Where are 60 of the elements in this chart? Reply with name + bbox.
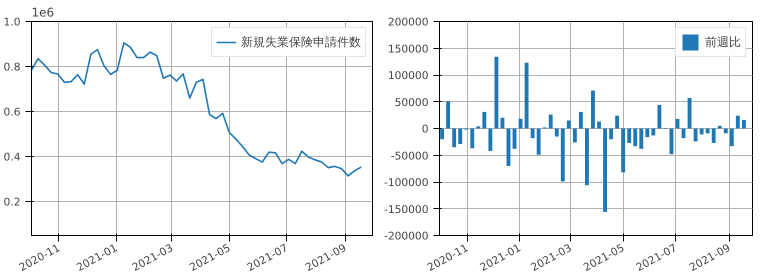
- bar: [524, 62, 529, 128]
- bar: [500, 118, 504, 128]
- bar: [566, 120, 571, 128]
- bar: [591, 90, 595, 128]
- bar: [597, 122, 601, 128]
- bar: [670, 128, 674, 154]
- y-tick-label: 0.6: [4, 106, 21, 119]
- y-tick-label: 200000: [388, 16, 429, 28]
- bar: [512, 128, 516, 149]
- bar: [452, 128, 456, 148]
- bar: [706, 128, 710, 134]
- bar: [440, 128, 444, 140]
- legend-label: 新規失業保険申請件数: [241, 34, 361, 50]
- bar: [572, 128, 577, 142]
- bar: [700, 128, 704, 134]
- bar: [627, 128, 632, 143]
- bar: [694, 128, 698, 142]
- y-tick-label: -200000: [384, 230, 429, 242]
- y-tick-label: -50000: [390, 149, 429, 162]
- y-tick-label: 50000: [394, 96, 429, 109]
- bar: [554, 128, 559, 137]
- y-tick-label: 100000: [388, 69, 429, 82]
- bar: [530, 128, 535, 138]
- bar: [603, 128, 607, 212]
- bar: [585, 128, 589, 186]
- bar: [651, 128, 656, 136]
- bar: [446, 101, 450, 128]
- bar: [676, 118, 680, 128]
- bar: [494, 56, 498, 128]
- y-tick-label: 0.4: [4, 150, 21, 164]
- y-tick-label: -150000: [384, 202, 429, 216]
- y-tick-label: 0.8: [4, 60, 21, 74]
- bar: [742, 120, 746, 128]
- bar: [724, 128, 728, 134]
- y-tick-label: 150000: [388, 42, 429, 56]
- bar: [470, 128, 474, 148]
- bar: [482, 112, 486, 128]
- bar: [688, 98, 692, 128]
- bar: [488, 128, 492, 151]
- bar: [560, 128, 565, 182]
- bar: [615, 116, 620, 128]
- bar: [536, 128, 541, 155]
- bar: [736, 116, 740, 128]
- bar: [657, 104, 662, 128]
- bar: [578, 112, 583, 128]
- text: 1e6: [32, 6, 54, 20]
- bar: [621, 128, 626, 172]
- bar: [712, 128, 716, 143]
- bar: [548, 114, 553, 128]
- bar: [518, 118, 522, 128]
- y-tick-label: 0: [422, 122, 429, 136]
- y-tick-label: 1.0: [4, 16, 21, 28]
- bar: [682, 128, 686, 138]
- y-tick-label: -100000: [384, 176, 429, 189]
- bar: [506, 128, 510, 166]
- bar: [609, 128, 614, 140]
- bar: [458, 128, 462, 144]
- bar: [639, 128, 644, 149]
- legend-label: 前週比: [705, 34, 741, 50]
- y-tick-label: 0.2: [4, 196, 21, 209]
